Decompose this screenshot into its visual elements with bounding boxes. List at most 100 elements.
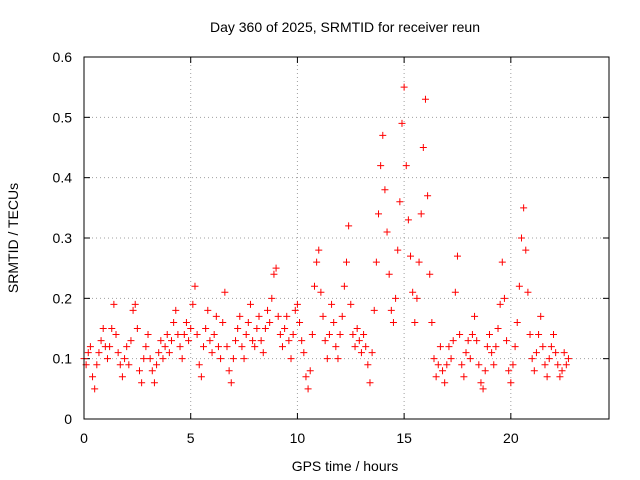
- data-point: [439, 367, 447, 375]
- data-point: [176, 343, 184, 351]
- data-point: [206, 337, 214, 345]
- data-point: [221, 288, 229, 296]
- data-point: [253, 325, 261, 332]
- y-tick-labels: 0 0.1 0.2 0.3 0.4 0.5 0.6: [53, 49, 73, 427]
- data-point: [357, 349, 365, 357]
- data-point: [496, 300, 504, 308]
- data-point: [189, 300, 197, 308]
- data-point: [155, 349, 163, 357]
- data-point: [385, 270, 393, 278]
- data-point: [165, 349, 173, 357]
- x-axis-title: GPS time / hours: [292, 458, 399, 474]
- data-point: [334, 355, 342, 363]
- data-point: [178, 355, 186, 363]
- data-point: [302, 373, 310, 381]
- data-point: [232, 337, 240, 345]
- data-point: [387, 306, 395, 314]
- y-tick-label: 0.4: [53, 170, 73, 186]
- data-point: [91, 385, 99, 393]
- data-point: [430, 355, 438, 363]
- y-tick-label: 0.6: [53, 49, 73, 65]
- x-tick-label: 10: [290, 430, 306, 446]
- data-point: [319, 312, 327, 320]
- data-point: [456, 331, 464, 339]
- data-point: [558, 367, 566, 375]
- data-point: [375, 210, 383, 218]
- data-point: [345, 222, 353, 230]
- data-point: [413, 294, 421, 302]
- data-point: [389, 318, 397, 326]
- data-point: [161, 343, 169, 351]
- data-point: [270, 270, 278, 278]
- data-point: [562, 361, 570, 369]
- data-point: [210, 331, 218, 339]
- data-point: [287, 355, 295, 363]
- data-point: [535, 331, 543, 339]
- x-tick-label: 20: [503, 430, 519, 446]
- data-point: [236, 312, 244, 320]
- y-tick-label: 0.2: [53, 290, 73, 306]
- data-point: [138, 379, 146, 387]
- data-point: [95, 349, 103, 357]
- data-point: [402, 162, 410, 170]
- data-point: [261, 325, 269, 332]
- y-tick-label: 0.5: [53, 109, 73, 125]
- data-point: [112, 331, 120, 339]
- data-point: [518, 234, 525, 242]
- data-point: [351, 343, 359, 351]
- data-point: [471, 312, 479, 320]
- y-tick-label: 0: [64, 411, 72, 427]
- data-point: [458, 361, 466, 369]
- data-point: [396, 198, 404, 206]
- data-point: [434, 361, 442, 369]
- data-point: [552, 349, 560, 357]
- data-point: [336, 331, 344, 339]
- data-point: [321, 337, 329, 345]
- data-point: [283, 312, 291, 320]
- data-point: [195, 361, 203, 369]
- data-point: [332, 343, 340, 351]
- data-point: [244, 318, 252, 326]
- data-point: [313, 258, 321, 266]
- data-point: [116, 361, 124, 369]
- data-point: [296, 318, 304, 326]
- data-point: [274, 312, 282, 320]
- data-point: [370, 306, 378, 314]
- data-point: [150, 379, 158, 387]
- axis-ticks: [83, 56, 609, 420]
- data-point: [108, 325, 116, 332]
- data-point: [187, 325, 195, 332]
- data-point: [229, 355, 237, 363]
- data-point: [255, 312, 263, 320]
- data-point: [419, 144, 427, 151]
- data-point: [338, 312, 346, 320]
- data-point: [289, 331, 297, 339]
- grid-lines: [84, 57, 609, 419]
- x-tick-labels: 0 5 10 15 20: [80, 430, 519, 446]
- data-point: [225, 367, 233, 375]
- data-point: [511, 343, 519, 351]
- data-point: [490, 361, 498, 369]
- data-point: [298, 337, 306, 345]
- data-point: [466, 355, 474, 363]
- data-point: [272, 264, 280, 272]
- data-point: [343, 258, 350, 266]
- data-point: [475, 361, 483, 369]
- data-point: [264, 306, 272, 314]
- data-point: [520, 204, 528, 212]
- data-point: [191, 282, 199, 290]
- data-point: [556, 373, 564, 381]
- data-point: [462, 349, 470, 357]
- y-tick-label: 0.1: [53, 351, 73, 367]
- data-point: [89, 373, 97, 381]
- data-point: [550, 331, 558, 339]
- data-point: [328, 300, 336, 308]
- data-point: [353, 325, 361, 332]
- data-point: [240, 355, 248, 363]
- data-point: [417, 210, 425, 218]
- data-point: [441, 379, 449, 387]
- data-point: [129, 306, 137, 314]
- data-point: [547, 343, 555, 351]
- data-point: [200, 343, 208, 351]
- data-point: [249, 337, 257, 345]
